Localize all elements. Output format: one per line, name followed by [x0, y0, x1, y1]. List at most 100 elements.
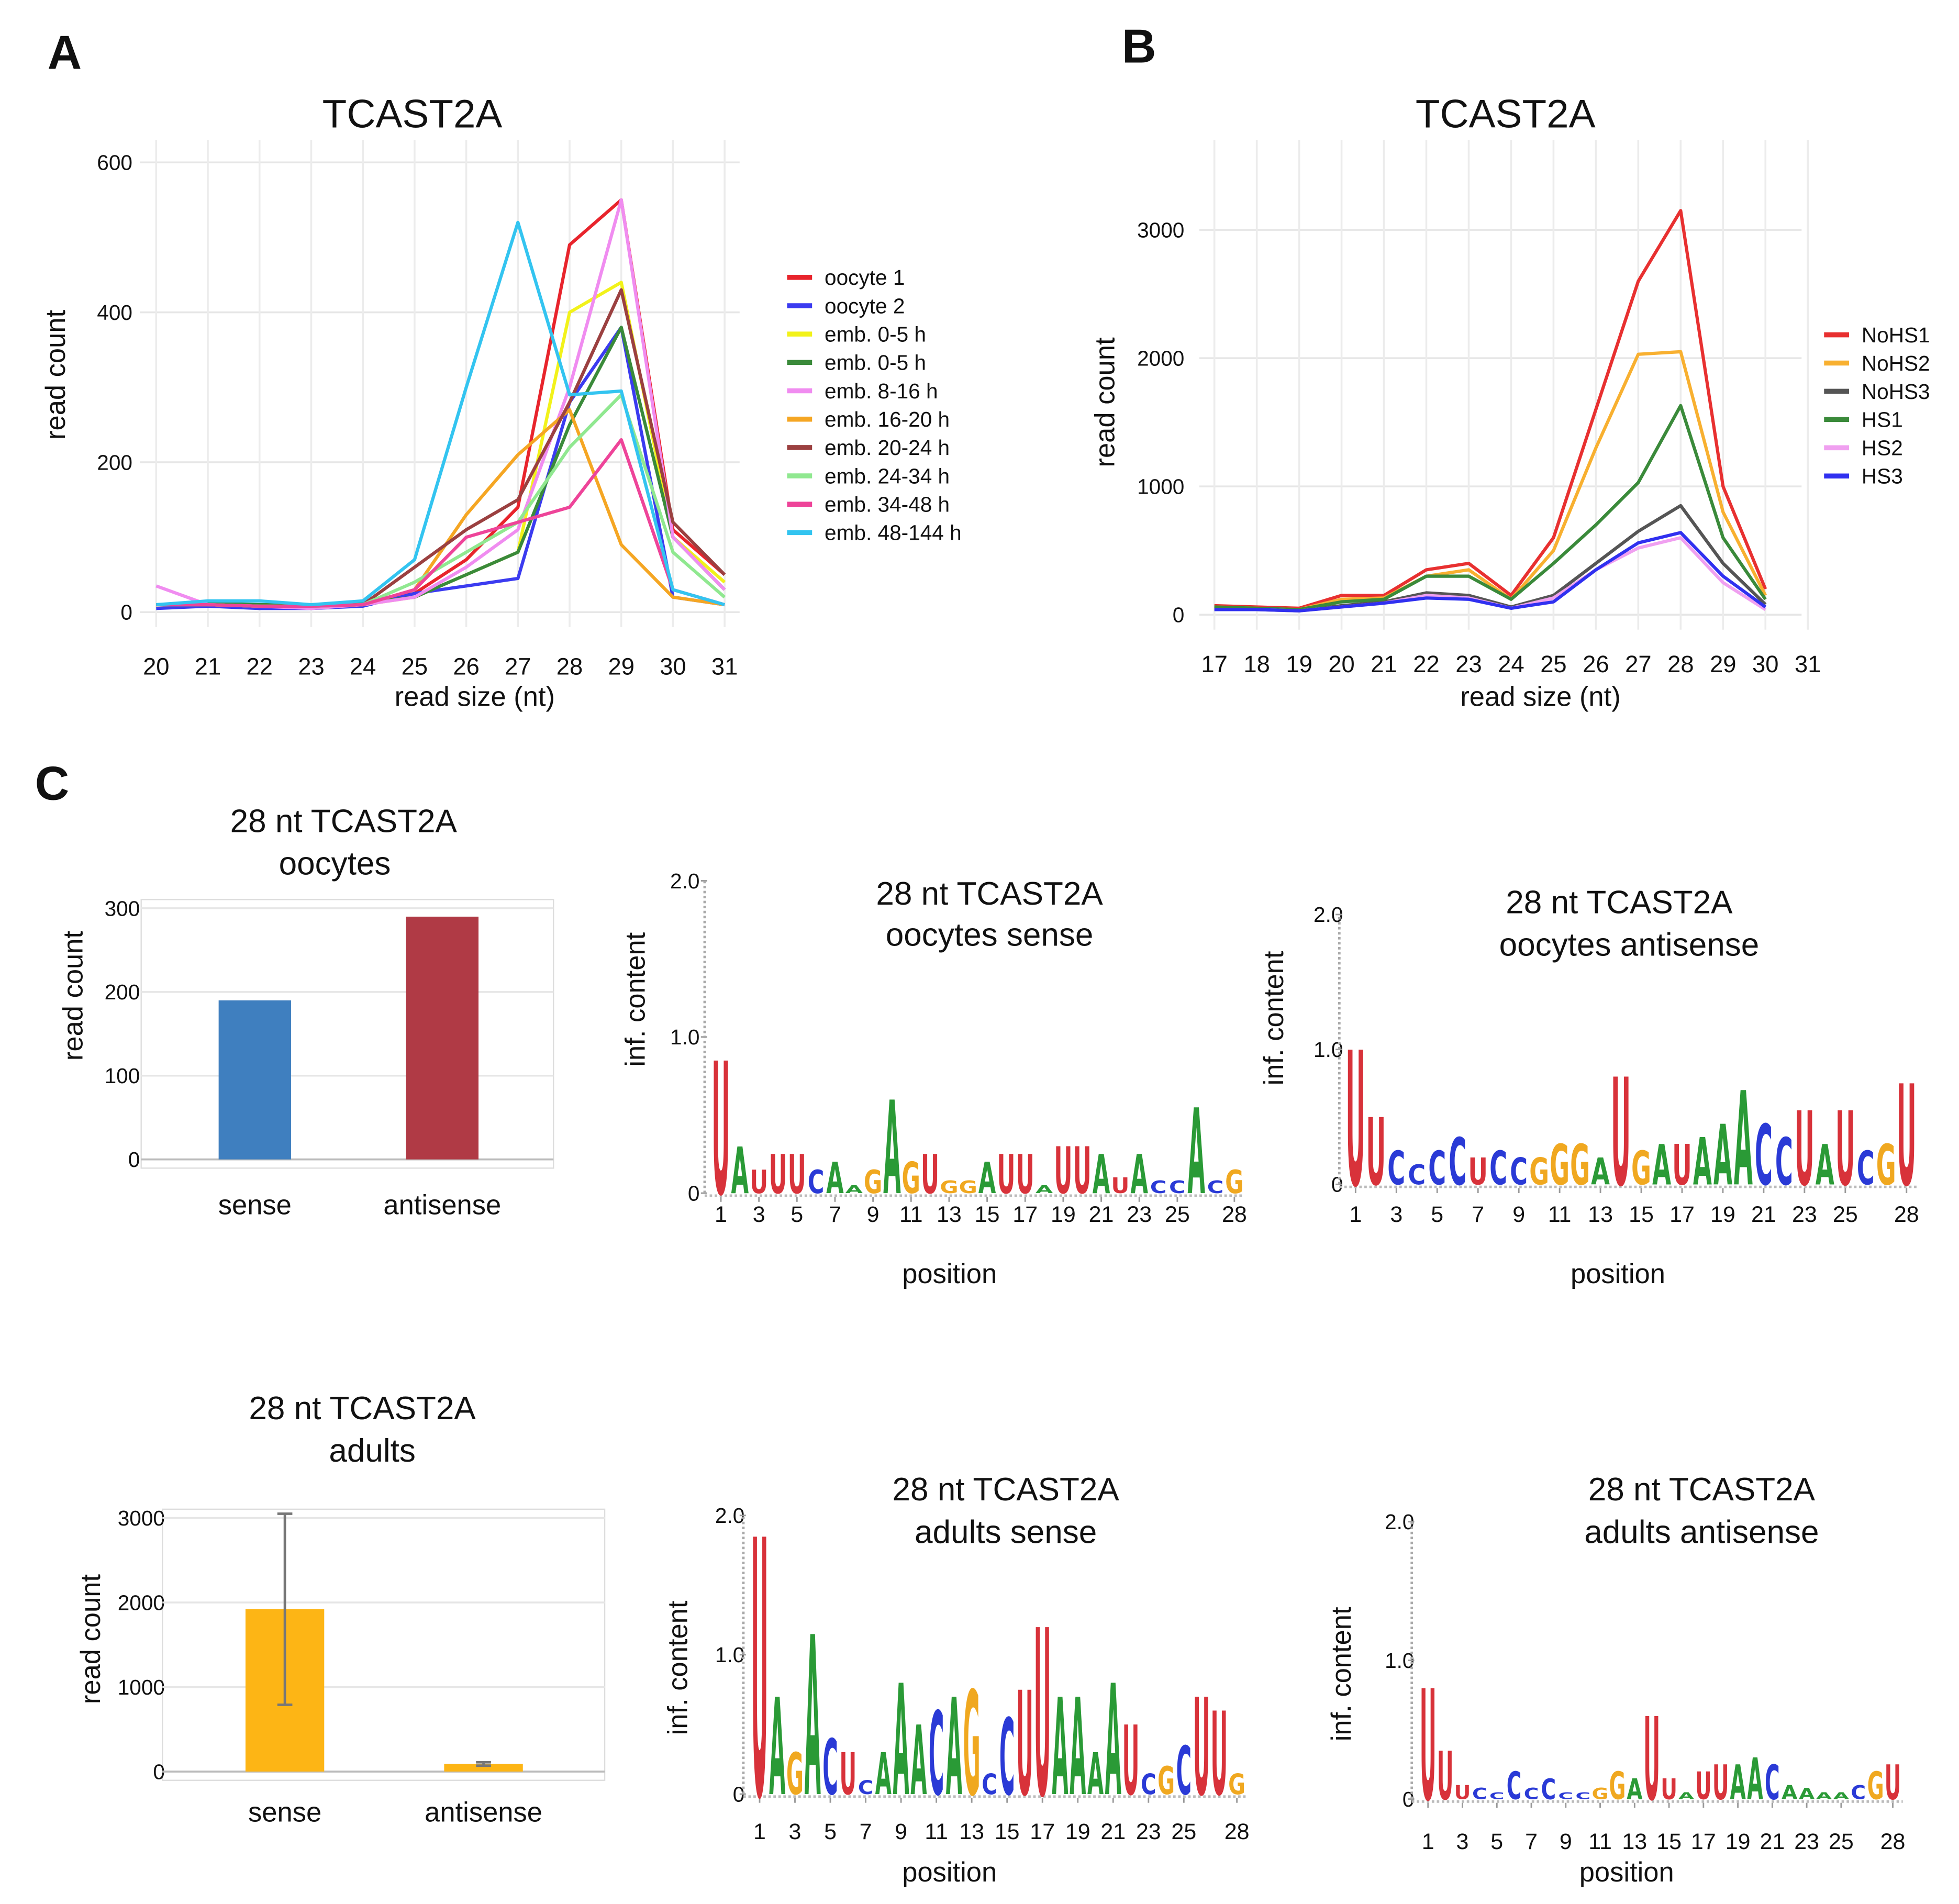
x-tick-label: 19: [1726, 1829, 1751, 1854]
x-tick-label: 25: [1540, 651, 1566, 677]
chart-title: 28 nt TCAST2A: [1506, 885, 1733, 921]
logo-letter: C: [1176, 1733, 1192, 1810]
x-tick-label: 31: [711, 653, 738, 680]
chart: 28 nt TCAST2A adults sense inf. content pos…: [663, 1467, 1250, 1888]
x-tick-label: 21: [1100, 1819, 1126, 1844]
y-tick-label: 1.0: [670, 1025, 699, 1049]
x-tick-label: 28: [1880, 1829, 1906, 1854]
y-tick-label: 1000: [118, 1675, 165, 1699]
plot-background: [1199, 140, 1802, 630]
x-tick-label: 17: [1669, 1202, 1695, 1227]
y-tick-label: 300: [105, 896, 140, 920]
x-tick-label: 7: [860, 1819, 872, 1844]
logo-letter: U: [751, 1467, 769, 1878]
logo-letter: U: [1034, 1583, 1051, 1849]
plot-background: [140, 140, 740, 628]
logo-letter: A: [1052, 1671, 1068, 1827]
chart: 28 nt TCAST2A adults antisense inf. conten…: [1326, 1472, 1906, 1888]
x-tick-label: 5: [791, 1202, 803, 1227]
logo-letter: U: [1672, 1133, 1692, 1198]
logo-letter: C: [999, 1698, 1015, 1820]
logo-letter: A: [1678, 1790, 1695, 1801]
logo-letter: G: [1592, 1785, 1609, 1803]
y-tick-label: 3000: [1137, 218, 1184, 242]
x-tick-label: 25: [1171, 1819, 1196, 1844]
x-tick-label: 23: [1136, 1819, 1161, 1844]
logo-letter: C: [1408, 1159, 1426, 1191]
chart: 28 nt TCAST2A oocytes antisense inf. conte…: [1259, 885, 1919, 1289]
logo-letter: U: [1346, 1014, 1366, 1229]
logo-letter: C: [1150, 1177, 1167, 1197]
x-tick-label: 17: [1012, 1202, 1038, 1227]
logo-letter: C: [1489, 1790, 1505, 1801]
x-tick-label: 5: [1490, 1829, 1503, 1854]
legend-label: oocyte 2: [825, 294, 905, 318]
logo-letter: G: [1225, 1163, 1243, 1201]
logo-letter: C: [982, 1768, 997, 1801]
logo-letter: G: [1157, 1758, 1175, 1803]
x-tick-label: 26: [453, 653, 479, 680]
logo-letter: A: [1652, 1133, 1671, 1198]
logo-letter: C: [1558, 1790, 1573, 1801]
chart-title: adults: [329, 1433, 416, 1469]
legend-label: NoHS3: [1862, 380, 1930, 404]
logo-letter: A: [826, 1154, 844, 1204]
chart: TCAST2A read count read size (nt) 0 1000 2000…: [1090, 92, 1930, 712]
y-axis-label: inf. content: [663, 1600, 694, 1735]
y-tick-label: 2000: [118, 1590, 165, 1614]
plot-background: [162, 1508, 606, 1781]
logo-letter: C: [1524, 1785, 1539, 1803]
chart: 28 nt TCAST2A adults read count 0 1000 2000 30…: [75, 1390, 606, 1828]
chart-title: oocytes antisense: [1499, 927, 1760, 963]
x-tick-label: 21: [1760, 1829, 1785, 1854]
chart-title: TCAST2A: [1416, 92, 1596, 136]
logo-letter: G: [1529, 1151, 1549, 1194]
x-tick-label: 25: [1833, 1202, 1858, 1227]
logo-letter: A: [1782, 1781, 1797, 1803]
line: [156, 326, 725, 610]
error-bar: [476, 1761, 491, 1767]
line: [1214, 531, 1767, 613]
y-tick-label: 600: [97, 151, 132, 175]
logo-letter: C: [1387, 1142, 1405, 1196]
logo-letter: A: [1730, 1755, 1745, 1810]
logo-letter: A: [1816, 1133, 1834, 1198]
logo-letter: C: [858, 1777, 873, 1799]
bar: [406, 916, 479, 1160]
chart-title: adults sense: [915, 1514, 1097, 1550]
logo-letter: U: [1366, 1099, 1386, 1207]
y-tick-label: 2.0: [670, 869, 699, 893]
logo-letter: U: [1712, 1755, 1729, 1810]
logo-letter: C: [1489, 1142, 1507, 1196]
legend-label: HS1: [1862, 408, 1903, 432]
logo-letter: C: [1541, 1773, 1556, 1806]
x-tick-label: 30: [660, 653, 686, 680]
x-axis-label: read size (nt): [395, 681, 555, 712]
y-axis-label: read count: [75, 1574, 106, 1705]
x-tick-label: 22: [1413, 651, 1439, 677]
logo-letter: A: [1734, 1064, 1753, 1215]
chart: 28 nt TCAST2A oocytes read count 0 100 200 300…: [58, 803, 554, 1221]
x-tick-label: sense: [218, 1190, 292, 1221]
logo-letter: G: [1876, 1133, 1896, 1198]
logo-letter: A: [893, 1653, 909, 1831]
logo-letter: C: [1857, 1142, 1875, 1196]
x-tick-label: 24: [350, 653, 376, 680]
logo-letter: A: [875, 1742, 892, 1808]
x-tick-label: 25: [1165, 1202, 1190, 1227]
x-tick-label: 25: [402, 653, 428, 680]
logo-letter: U: [1054, 1134, 1072, 1209]
x-tick-label: 13: [937, 1202, 962, 1227]
logo-letter: C: [1472, 1785, 1487, 1803]
x-axis-label: read size (nt): [1460, 681, 1620, 712]
logo-letter: C: [1765, 1755, 1780, 1810]
logo-letter: A: [1093, 1144, 1110, 1206]
x-tick-label: 23: [1127, 1202, 1152, 1227]
y-axis-label: inf. content: [1259, 951, 1289, 1085]
x-tick-label: 25: [1829, 1829, 1854, 1854]
logo-letter: G: [1228, 1768, 1245, 1801]
x-tick-label: 31: [1795, 651, 1821, 677]
logo-letter: U: [1661, 1773, 1677, 1806]
legend-label: emb. 48-144 h: [825, 521, 962, 545]
